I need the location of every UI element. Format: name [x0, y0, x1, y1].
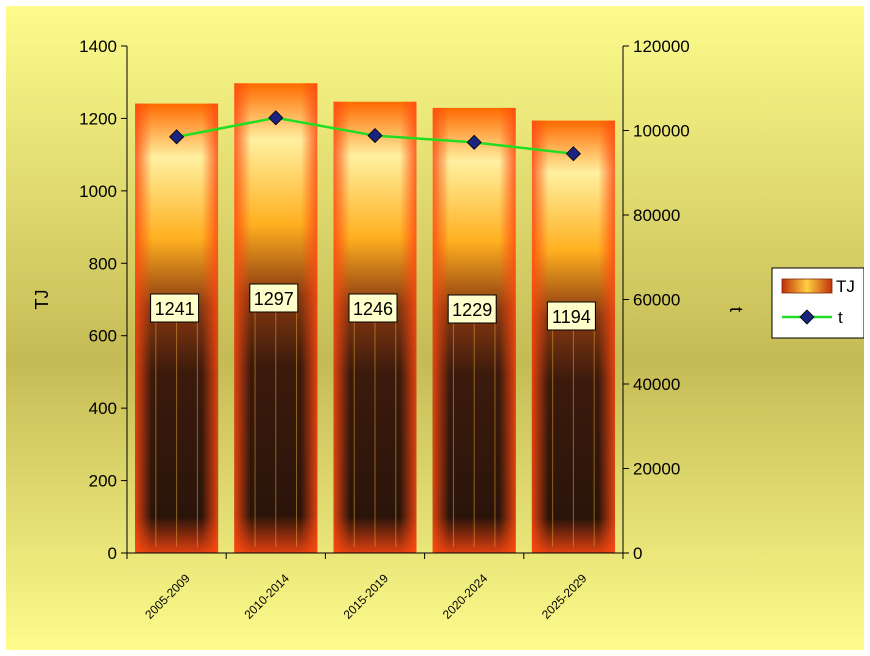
data-label-box [447, 294, 497, 324]
y2-axis-title: t [726, 307, 746, 312]
data-label: 1297 [249, 283, 299, 313]
data-label-text: 1229 [452, 300, 492, 320]
y-tick-label: 400 [89, 399, 117, 418]
data-label: 1194 [546, 301, 596, 331]
y-tick-label: 1200 [79, 109, 117, 128]
legend-label-tj: TJ [836, 277, 855, 296]
bar [333, 101, 417, 554]
y2-tick-label: 100000 [633, 122, 690, 141]
data-label: 1246 [348, 293, 398, 323]
data-label: 1241 [150, 293, 200, 323]
data-label-text: 1246 [353, 299, 393, 319]
y-tick-label: 0 [108, 544, 117, 563]
y2-tick-label: 40000 [633, 375, 680, 394]
line-marker [268, 110, 284, 126]
bar [531, 120, 615, 553]
y-tick-label: 800 [89, 254, 117, 273]
y2-tick-label: 120000 [633, 37, 690, 56]
y2-tick-label: 80000 [633, 206, 680, 225]
y-tick-label: 1000 [79, 182, 117, 201]
y-tick-label: 600 [89, 327, 117, 346]
line-marker [565, 146, 581, 162]
bar [432, 107, 516, 554]
data-label: 1229 [447, 294, 497, 324]
bar [135, 103, 219, 553]
data-label-box [249, 283, 299, 313]
data-label-text: 1297 [254, 289, 294, 309]
data-label-text: 1194 [552, 307, 591, 327]
y2-tick-label: 20000 [633, 460, 680, 479]
legend-label-t: t [838, 308, 843, 327]
bar [234, 83, 318, 553]
legend-swatch-tj [781, 278, 833, 294]
line-marker [169, 129, 185, 145]
combo-chart: 0 200 400 600 800 1000 1200 1400 0 20000 40000 6000… [6, 6, 865, 650]
data-label-box [150, 293, 200, 323]
legend-marker-t [799, 309, 815, 325]
data-label-text: 1241 [155, 299, 195, 319]
line-marker [466, 134, 482, 150]
y-tick-label: 200 [89, 472, 117, 491]
y2-tick-label: 60000 [633, 291, 680, 310]
legend: TJ t [771, 267, 865, 339]
chart-area: 0 200 400 600 800 1000 1200 1400 0 20000 40000 6000… [6, 6, 865, 650]
y2-tick-label: 0 [633, 544, 642, 563]
line-marker [367, 128, 383, 144]
y-axis-title: TJ [32, 290, 52, 310]
data-label-box [348, 293, 398, 323]
data-label-box [546, 301, 596, 331]
y-tick-label: 1400 [79, 37, 117, 56]
